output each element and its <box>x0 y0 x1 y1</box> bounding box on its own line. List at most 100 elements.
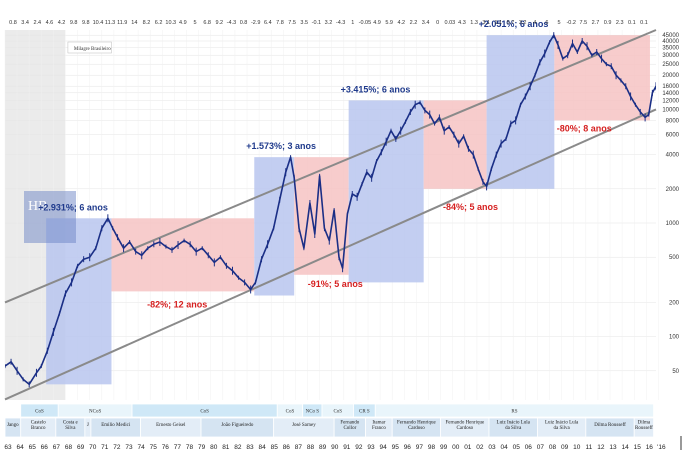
y-tick-label: 8000 <box>666 118 680 124</box>
trend-channel-upper <box>4 29 657 304</box>
x-axis: 63 64 65 66 67 68 69 70 71 72 73 74 75 76 77 78 79 80 81 82… <box>4 436 682 451</box>
x-tick-label: 73 <box>125 444 133 451</box>
government-label: J <box>87 423 89 428</box>
top-tick-label: 4.6 <box>46 20 54 26</box>
regime-band: CoS NCoS CoS CoS NCo S CoS CR S RS <box>20 403 654 418</box>
x-tick-label: 85 <box>271 444 279 451</box>
x-tick-label: 76 <box>162 444 170 451</box>
x-tick-label: 91 <box>343 444 351 451</box>
top-tick-label: 4.9 <box>373 20 381 26</box>
government-label: José Sarney <box>292 423 316 428</box>
top-tick-label: 0.8 <box>240 20 248 26</box>
x-tick-label: 67 <box>53 444 61 451</box>
x-tick-label: 80 <box>210 444 218 451</box>
trend-channel-lower <box>4 108 657 401</box>
top-tick-label: 6 <box>545 20 548 26</box>
government-label: Luiz Inácio Lula da Silva <box>497 421 531 432</box>
x-tick-label: 96 <box>404 444 412 451</box>
top-tick-label: 9.8 <box>70 20 78 26</box>
top-tick-label: 10.3 <box>165 20 176 26</box>
gain-period-label: +1.573%; 3 anos <box>246 141 316 151</box>
x-tick-label: 01 <box>464 444 472 451</box>
loss-period-box <box>423 100 487 189</box>
top-tick-label: 2.7 <box>592 20 600 26</box>
loss-period-label: -91%; 5 anos <box>308 279 363 289</box>
loss-period-box <box>111 218 255 292</box>
government-label: Itamar Franco <box>372 421 386 432</box>
government-label: Emilio Medici <box>101 423 131 428</box>
top-tick-label: 14 <box>131 20 137 26</box>
x-tick-label: 10 <box>573 444 581 451</box>
x-tick-label: 99 <box>440 444 448 451</box>
x-tick-label: 74 <box>137 444 145 451</box>
x-tick-label: 13 <box>609 444 617 451</box>
top-tick-label: 0.03 <box>444 20 455 26</box>
y-tick-label: 2000 <box>666 187 680 193</box>
watermark-logo: HB <box>28 199 47 214</box>
y-tick-label: 10000 <box>662 107 679 113</box>
government-cell <box>633 417 654 438</box>
top-tick-label: -0.05 <box>359 20 372 26</box>
y-tick-label: 200 <box>669 300 680 306</box>
top-tick-label: 7.5 <box>579 20 587 26</box>
x-tick-label: 11 <box>585 444 592 451</box>
gain-period-label: +2.051%; 6 anos <box>479 19 549 29</box>
y-tick-label: 12000 <box>662 98 679 104</box>
government-band: Jango Castelo Branco Costa e Silva J Emilio Me… <box>4 417 654 438</box>
government-label: Dilma Rousseff <box>635 421 653 432</box>
x-tick-label: 71 <box>101 444 109 451</box>
x-tick-label: 84 <box>258 444 266 451</box>
annotation-label: Milagre Brasileiro <box>74 47 111 52</box>
top-tick-label: -4.3 <box>227 20 236 26</box>
top-tick-label: 3.1 <box>482 20 490 26</box>
y-tick-label: 40000 <box>662 39 679 45</box>
top-tick-label: -2.9 <box>251 20 260 26</box>
annotations: Milagre Brasileiro <box>67 41 112 54</box>
government-label: Castelo Branco <box>31 421 46 432</box>
loss-period-box <box>554 35 650 121</box>
top-tick-label: 6.4 <box>264 20 272 26</box>
top-tick-label: 4.2 <box>397 20 405 26</box>
x-tick-label: 16 <box>646 444 654 451</box>
top-tick-label: 2.2 <box>410 20 418 26</box>
top-tick-label: 7.8 <box>276 20 284 26</box>
trend-channel <box>4 29 657 401</box>
regime-label: NCoS <box>89 410 101 415</box>
y-tick-label: 20000 <box>662 73 679 79</box>
top-tick-label: 9.8 <box>82 20 90 26</box>
x-tick-label: 03 <box>488 444 496 451</box>
top-tick-label: 5 <box>193 20 196 26</box>
y-tick-label: 1000 <box>666 221 680 227</box>
top-tick-label: -4.3 <box>336 20 345 26</box>
y-tick-label: 30000 <box>662 53 679 59</box>
gain-period-box <box>348 100 424 283</box>
top-tick-label: 5 <box>558 20 561 26</box>
x-tick-label: 90 <box>331 444 339 451</box>
top-tick-label: 3.4 <box>422 20 430 26</box>
gain-period-label: +3.415%; 6 anos <box>341 84 411 94</box>
price-series <box>5 32 656 388</box>
loss-period-box <box>294 157 349 275</box>
x-tick-label: 15 <box>634 444 642 451</box>
government-label: Fernando Collor <box>340 421 359 432</box>
x-tick-label: 86 <box>283 444 291 451</box>
top-tick-label: 10.4 <box>93 20 104 26</box>
government-label: Luiz Inácio Lula da Silva <box>545 421 579 432</box>
top-tick-label: 8.2 <box>143 20 151 26</box>
regime-label: CoS <box>200 410 209 415</box>
gain-period-box <box>46 218 112 385</box>
top-tick-label: 4.3 <box>458 20 466 26</box>
x-tick-label: 92 <box>355 444 363 451</box>
top-tick-label: 7.5 <box>288 20 296 26</box>
loss-period-label: -82%; 12 anos <box>147 300 207 310</box>
x-tick-label: 68 <box>65 444 73 451</box>
loss-period-label: -80%; 8 anos <box>557 123 612 133</box>
x-tick-label: 66 <box>41 444 49 451</box>
government-label: Jango <box>7 423 19 428</box>
top-tick-label: 3.4 <box>21 20 29 26</box>
top-axis: 0.8 3.4 2.4 4.6 4.2 9.8 9.8 10.4 11.3 11.9 14 8.2 6.… <box>9 20 648 26</box>
top-tick-label: 11.3 <box>105 20 115 26</box>
y-tick-label: 25000 <box>662 62 679 68</box>
x-tick-label: 72 <box>113 444 121 451</box>
